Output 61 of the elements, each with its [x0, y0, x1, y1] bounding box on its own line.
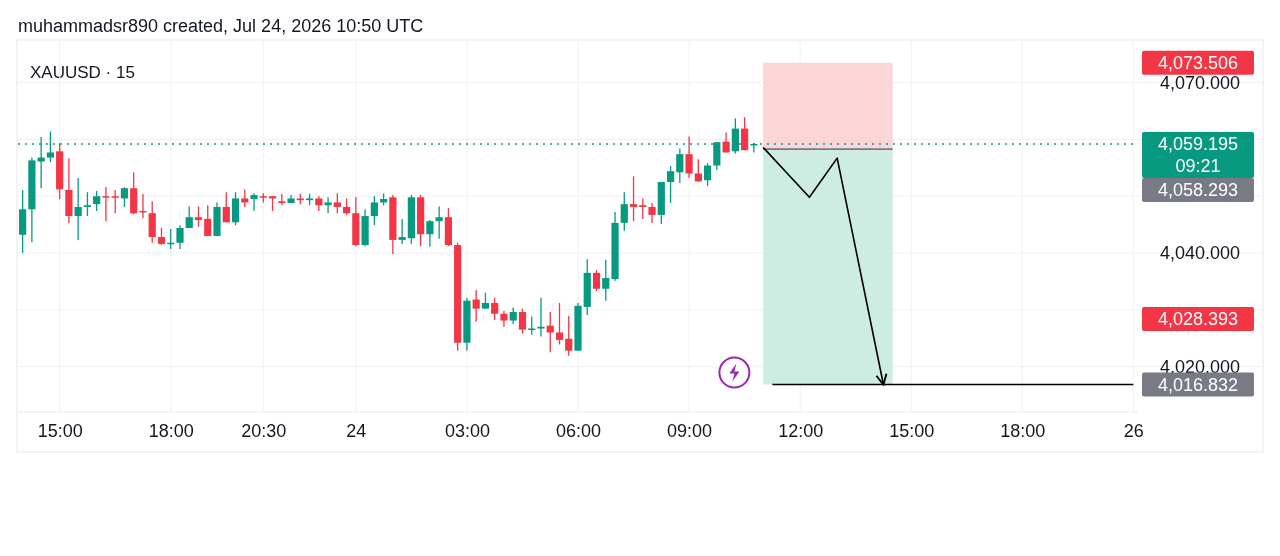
chart-title: muhammadsr890 created, Jul 24, 2026 10:50 UTC	[18, 16, 424, 36]
candlestick	[102, 186, 110, 222]
candlestick	[592, 269, 601, 292]
candlestick	[565, 315, 573, 357]
candlestick	[694, 158, 702, 183]
candlestick	[333, 192, 341, 214]
candlestick	[703, 162, 712, 187]
candlestick	[120, 186, 129, 208]
y-tick-label: 4,020.000	[1159, 356, 1241, 377]
x-tick-label: 03:00	[444, 420, 490, 441]
candlestick	[185, 205, 193, 229]
x-tick-label: 20:30	[241, 420, 287, 441]
candlestick	[518, 307, 527, 335]
x-tick-label: 09:00	[667, 420, 713, 441]
candlestick	[426, 219, 434, 248]
text: 09:21	[1175, 155, 1221, 176]
candlestick	[204, 204, 212, 237]
candlestick	[685, 135, 693, 179]
candlestick	[231, 191, 240, 226]
x-tick-label: 15:00	[889, 420, 935, 441]
y-tick-label: 4,070.000	[1159, 72, 1241, 93]
text: 4,073.506	[1157, 52, 1239, 73]
candlestick	[46, 130, 54, 163]
text: XAUUSD · 15	[30, 63, 135, 82]
x-tick-label: 12:00	[778, 420, 824, 441]
candlestick	[648, 202, 656, 224]
text: 4,058.293	[1157, 179, 1239, 200]
candlestick	[537, 297, 545, 338]
candlestick	[472, 289, 480, 323]
candlestick	[93, 190, 101, 212]
candlestick	[666, 165, 675, 204]
candlestick	[111, 189, 119, 214]
candlestick	[250, 192, 258, 212]
candlestick	[491, 297, 499, 321]
candlestick	[324, 196, 332, 214]
candlestick	[435, 205, 443, 240]
candlestick	[620, 191, 628, 232]
candlestick	[194, 205, 203, 228]
x-tick-label: 06:00	[555, 420, 602, 441]
candlestick	[222, 191, 230, 223]
candlestick	[83, 191, 92, 217]
x-tick-label: 18:00	[148, 420, 194, 441]
text: 4,028.393	[1157, 308, 1239, 329]
candlestick	[602, 259, 610, 302]
candlestick	[676, 147, 684, 184]
text: 4,016.832	[1157, 374, 1239, 395]
candlestick	[148, 200, 156, 244]
candlestick	[370, 195, 378, 226]
x-tick-label: 18:00	[1000, 420, 1046, 441]
candlestick	[555, 302, 564, 346]
candlestick	[74, 177, 82, 241]
candlestick	[741, 116, 749, 151]
x-tick-label: 15:00	[37, 420, 83, 441]
candlestick	[176, 224, 184, 250]
candlestick	[639, 197, 647, 220]
candlestick	[398, 218, 406, 245]
x-tick-label: 26	[1123, 420, 1144, 441]
x-tick-label: 24	[346, 420, 367, 441]
ref-line-label: 4,059.195	[1157, 133, 1239, 154]
y-tick-label: 4,040.000	[1159, 243, 1241, 264]
candlestick	[629, 175, 638, 222]
